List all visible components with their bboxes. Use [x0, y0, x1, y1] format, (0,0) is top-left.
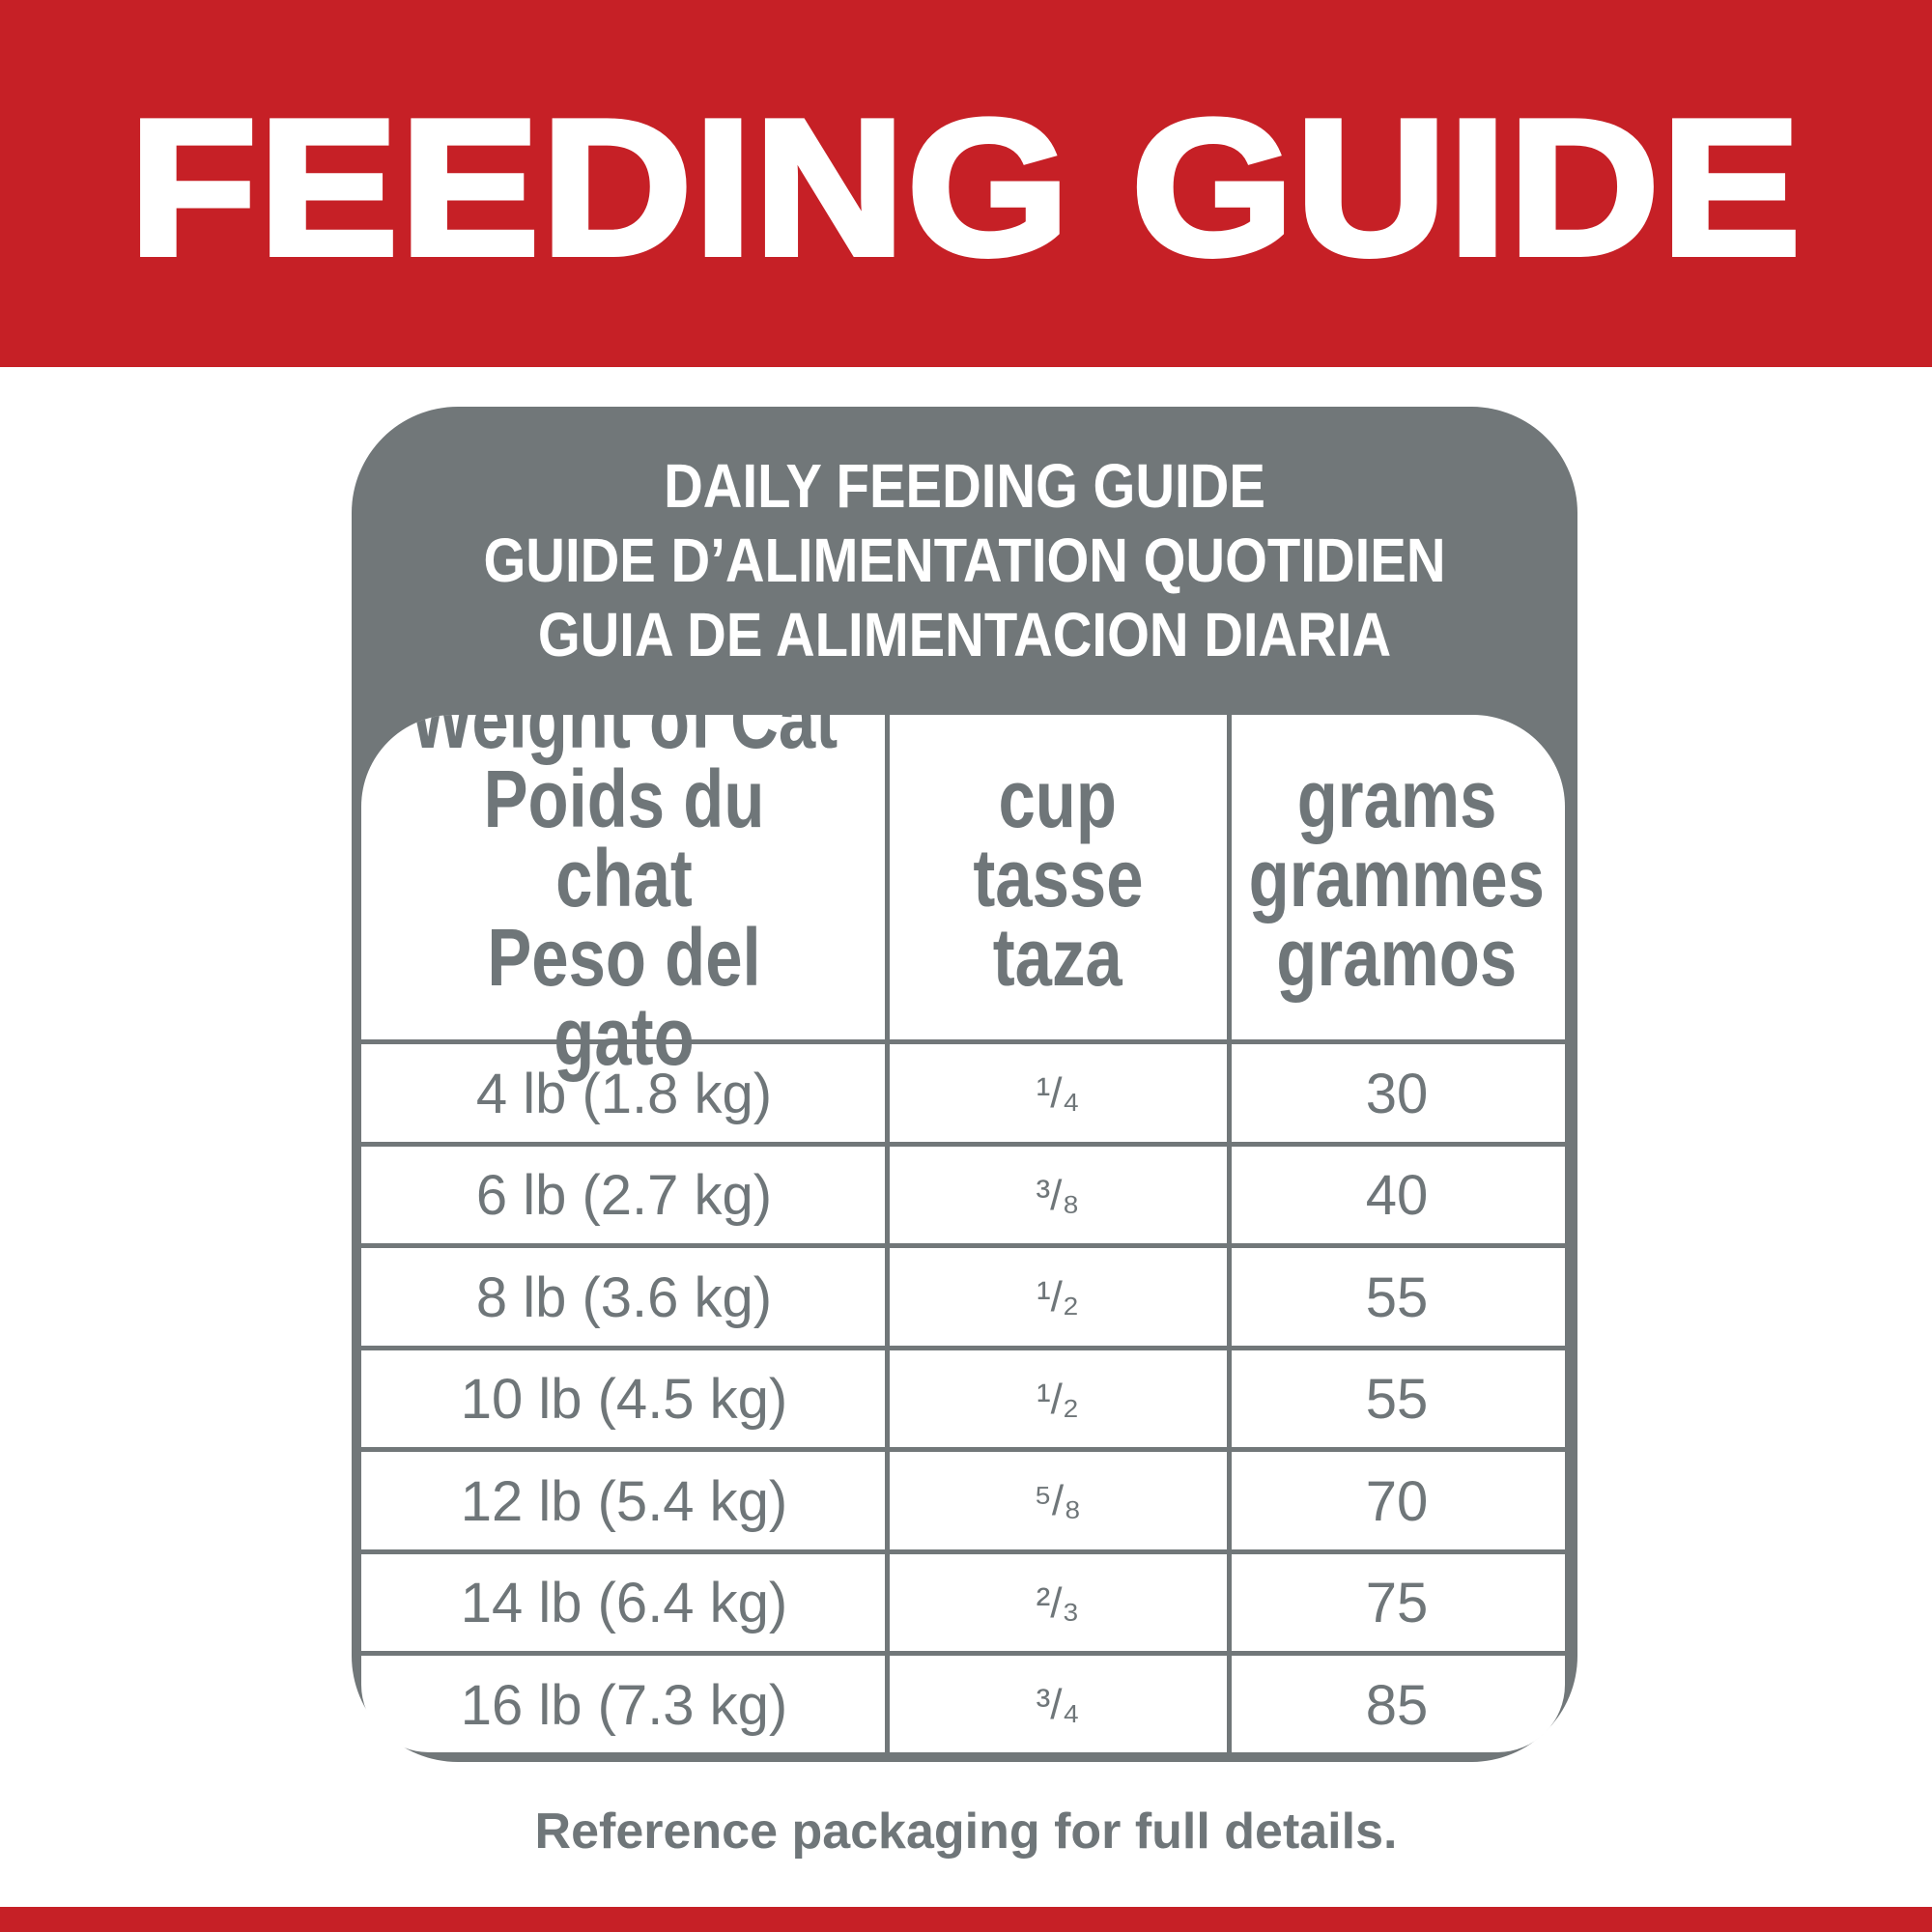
card-title-es: GUIA DE ALIMENTACION DIARIA — [537, 600, 1392, 669]
card-title: DAILY FEEDING GUIDE GUIDE D’ALIMENTATION… — [352, 449, 1577, 672]
column-divider — [1227, 715, 1232, 1752]
weight-cell: 4 lb (1.8 kg) — [475, 1062, 773, 1125]
cup-header: cup tasse taza — [887, 715, 1229, 1041]
cup-cell: ¹/₂ — [1037, 1273, 1079, 1321]
header-line: gramos — [1276, 912, 1518, 1003]
bottom-strip — [0, 1907, 1932, 1932]
header-line: cup — [998, 753, 1118, 844]
row-divider — [361, 1141, 1565, 1147]
header-line: tasse — [972, 833, 1144, 923]
header-line: grams — [1296, 753, 1497, 844]
header-line: grammes — [1248, 833, 1546, 923]
weight-cell: 10 lb (4.5 kg) — [460, 1368, 788, 1432]
grams-cell: 30 — [1365, 1062, 1429, 1125]
cup-cell: ²/₃ — [1036, 1578, 1080, 1627]
cup-cell: ¹/₄ — [1036, 1069, 1080, 1118]
weight-cell: 14 lb (6.4 kg) — [460, 1572, 788, 1635]
grams-cell: 40 — [1365, 1164, 1429, 1228]
footer-note: Reference packaging for full details. — [534, 1804, 1398, 1860]
column-divider — [885, 715, 890, 1752]
feeding-guide-card: DAILY FEEDING GUIDE GUIDE D’ALIMENTATION… — [352, 407, 1577, 1762]
weight-cell: 16 lb (7.3 kg) — [460, 1673, 788, 1737]
cup-cell: ¹/₂ — [1037, 1375, 1079, 1423]
grams-cell: 75 — [1365, 1572, 1429, 1635]
card-title-en: DAILY FEEDING GUIDE — [664, 451, 1265, 521]
header-line: taza — [993, 912, 1122, 1003]
cup-cell: ³/₄ — [1036, 1681, 1080, 1729]
row-divider — [361, 1345, 1565, 1350]
row-divider — [361, 1447, 1565, 1452]
header-line: Peso del gato — [487, 912, 761, 1082]
card-title-fr: GUIDE D’ALIMENTATION QUOTIDIEN — [483, 526, 1446, 595]
weight-header: Weight of Cat Poids du chat Peso del gato — [361, 715, 887, 1077]
cup-cell: ⁵/₈ — [1034, 1477, 1082, 1525]
grams-cell: 85 — [1365, 1673, 1429, 1737]
grams-header: grams grammes gramos — [1229, 715, 1565, 1041]
row-divider — [361, 1651, 1565, 1656]
row-divider — [361, 1039, 1565, 1044]
weight-cell: 8 lb (3.6 kg) — [475, 1265, 773, 1329]
weight-cell: 6 lb (2.7 kg) — [475, 1164, 773, 1228]
header-banner: FEEDING GUIDE — [0, 0, 1932, 367]
row-divider — [361, 1243, 1565, 1248]
cup-cell: ³/₈ — [1036, 1171, 1080, 1219]
grams-cell: 70 — [1365, 1469, 1429, 1533]
weight-cell: 12 lb (5.4 kg) — [460, 1469, 788, 1533]
grams-cell: 55 — [1365, 1368, 1429, 1432]
header-line: Poids du chat — [483, 753, 765, 923]
feeding-table: Weight of Cat Poids du chat Peso del gato c… — [361, 715, 1565, 1752]
header-line: Weight of Cat — [410, 715, 838, 765]
grams-cell: 55 — [1365, 1265, 1429, 1329]
page-title: FEEDING GUIDE — [127, 80, 1804, 296]
row-divider — [361, 1548, 1565, 1554]
